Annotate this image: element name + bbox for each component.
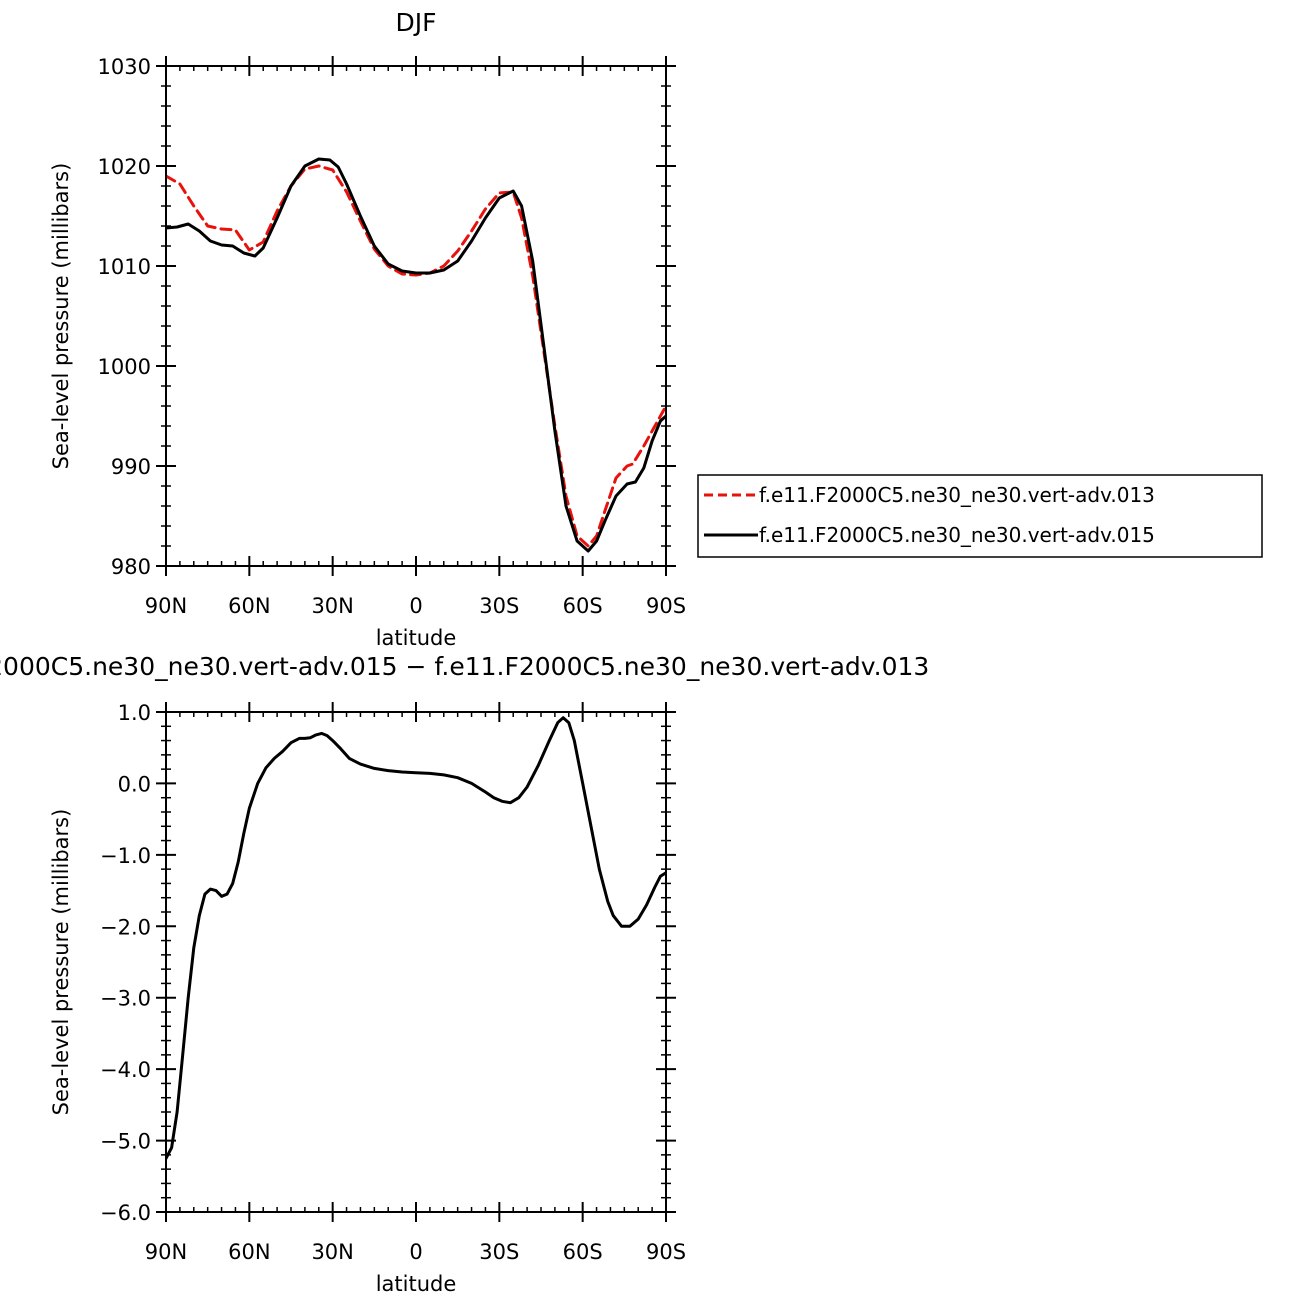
y-tick-label: 980 xyxy=(111,555,151,579)
y-ticks: 980 990 1000 1010 1020 1030 xyxy=(98,55,676,579)
plot-frame xyxy=(165,711,667,1213)
y-tick-label: −5.0 xyxy=(100,1130,151,1154)
y-axis-title: Sea-level pressure (millibars) xyxy=(49,809,73,1116)
x-tick-label: 30S xyxy=(479,1240,519,1264)
y-tick-label: 990 xyxy=(111,455,151,479)
x-tick-label: 30N xyxy=(311,594,353,618)
y-tick-label: −3.0 xyxy=(100,987,151,1011)
series-group xyxy=(166,157,666,553)
plot-frame xyxy=(165,65,667,567)
slp-difference-panel: f.e11.F2000C5.ne30_ne30.vert-adv.015 − f… xyxy=(0,652,929,1296)
legend-box xyxy=(697,474,1263,558)
x-tick-label: 0 xyxy=(409,1240,422,1264)
x-tick-label: 90N xyxy=(145,1240,187,1264)
y-tick-label: 1.0 xyxy=(118,701,151,725)
y-tick-label: 1000 xyxy=(98,355,151,379)
x-tick-label: 90S xyxy=(646,594,686,618)
series-line-1 xyxy=(166,157,666,553)
x-ticks: 90N 60N 30N 0 30S 60S 90S xyxy=(145,56,686,618)
y-ticks: −6.0 −5.0 −4.0 −3.0 −2.0 −1.0 0.0 1.0 xyxy=(100,701,676,1225)
plot-title: DJF xyxy=(395,8,436,37)
y-tick-label: −1.0 xyxy=(100,844,151,868)
x-tick-label: 30S xyxy=(479,594,519,618)
x-tick-label: 0 xyxy=(409,594,422,618)
x-tick-label: 60S xyxy=(563,594,603,618)
x-tick-label: 90N xyxy=(145,594,187,618)
x-tick-label: 60N xyxy=(228,594,270,618)
x-axis-title: latitude xyxy=(376,626,457,650)
series-line-0 xyxy=(166,164,666,548)
y-tick-label: −2.0 xyxy=(100,915,151,939)
x-tick-label: 60S xyxy=(563,1240,603,1264)
y-axis-title: Sea-level pressure (millibars) xyxy=(49,163,73,470)
slp-djf-panel: DJF 90N 60N 30N 0 30S 60S 90S 980 990 1000 1010 10… xyxy=(49,8,686,650)
x-ticks: 90N 60N 30N 0 30S 60S 90S xyxy=(145,702,686,1264)
legend-label-013: f.e11.F2000C5.ne30_ne30.vert-adv.013 xyxy=(759,483,1155,507)
x-axis-title: latitude xyxy=(376,1272,457,1296)
legend: f.e11.F2000C5.ne30_ne30.vert-adv.013 f.e… xyxy=(697,474,1263,558)
series-line-0 xyxy=(166,716,666,1160)
y-tick-label: −4.0 xyxy=(100,1058,151,1082)
y-tick-label: −6.0 xyxy=(100,1201,151,1225)
y-tick-label: 1020 xyxy=(98,155,151,179)
series-group xyxy=(166,716,666,1160)
y-tick-label: 1010 xyxy=(98,255,151,279)
x-tick-label: 30N xyxy=(311,1240,353,1264)
x-tick-label: 60N xyxy=(228,1240,270,1264)
y-tick-label: 1030 xyxy=(98,55,151,79)
legend-label-015: f.e11.F2000C5.ne30_ne30.vert-adv.015 xyxy=(759,523,1155,547)
y-tick-label: 0.0 xyxy=(118,772,151,796)
x-tick-label: 90S xyxy=(646,1240,686,1264)
plot-title: f.e11.F2000C5.ne30_ne30.vert-adv.015 − f… xyxy=(0,652,929,681)
